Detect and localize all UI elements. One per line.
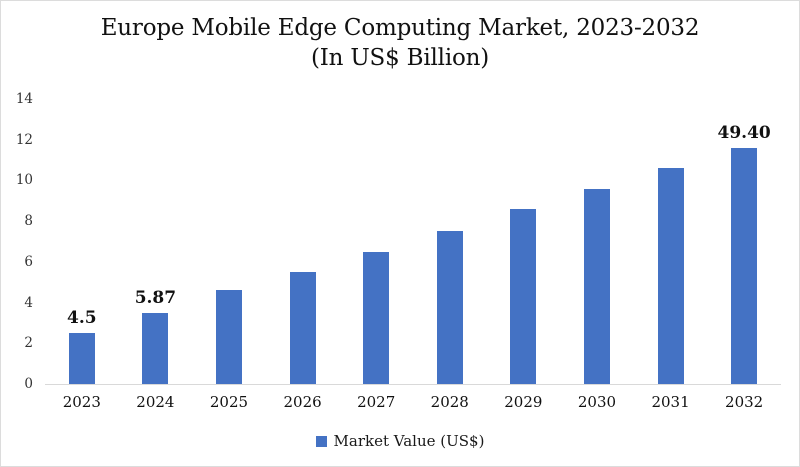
bar-column-2024: 5.87 <box>119 99 193 384</box>
bar-column-2025 <box>192 99 266 384</box>
bar-column-2026 <box>266 99 340 384</box>
bar-2028 <box>436 231 463 384</box>
x-axis-label-2028: 2028 <box>430 393 469 411</box>
bar-column-2031 <box>634 99 708 384</box>
y-axis-tick-8: 8 <box>24 213 33 230</box>
bar-2024 <box>142 312 169 384</box>
y-axis-tick-12: 12 <box>15 131 33 148</box>
bar-2030 <box>583 188 610 384</box>
x-axis-label-2029: 2029 <box>504 393 543 411</box>
legend-label: Market Value (US$) <box>333 432 485 450</box>
chart-title-block: Europe Mobile Edge Computing Market, 202… <box>1 13 799 73</box>
y-axis: 0 2 4 6 8 10 12 14 <box>1 91 39 392</box>
y-axis-tick-4: 4 <box>24 294 33 311</box>
y-axis-tick-6: 6 <box>24 253 33 270</box>
bar-value-label-2032: 49.40 <box>717 122 771 143</box>
y-axis-tick-10: 10 <box>15 172 33 189</box>
bar-2023 <box>68 333 95 384</box>
bar-column-2028 <box>413 99 487 384</box>
x-axis-label-2032: 2032 <box>725 393 764 411</box>
x-axis-label-2027: 2027 <box>357 393 396 411</box>
x-axis-label-2023: 2023 <box>62 393 101 411</box>
x-axis-label-2024: 2024 <box>136 393 175 411</box>
bar-2026 <box>289 272 316 384</box>
x-axis: 2023 2024 2025 2026 2027 2028 2029 2030 2031 2032 <box>45 393 781 411</box>
legend-swatch-icon <box>315 435 327 447</box>
bar-column-2032: 49.40 <box>707 99 781 384</box>
bar-2032 <box>731 147 758 384</box>
bar-column-2029 <box>487 99 561 384</box>
legend: Market Value (US$) <box>1 432 799 450</box>
x-axis-label-2031: 2031 <box>651 393 690 411</box>
x-axis-label-2030: 2030 <box>577 393 617 411</box>
bar-2027 <box>363 251 390 384</box>
chart-subtitle: (In US$ Billion) <box>310 45 490 71</box>
bar-2025 <box>215 290 242 384</box>
x-axis-label-2026: 2026 <box>283 393 322 411</box>
chart-title: Europe Mobile Edge Computing Market, 202… <box>100 15 700 41</box>
bar-column-2027 <box>339 99 413 384</box>
bar-value-label-2023: 4.5 <box>67 308 97 329</box>
bar-value-label-2024: 5.87 <box>134 287 177 308</box>
x-axis-label-2025: 2025 <box>209 393 249 411</box>
bar-column-2030 <box>560 99 634 384</box>
bar-2031 <box>657 168 684 384</box>
y-axis-tick-0: 0 <box>24 376 33 392</box>
bar-2029 <box>510 208 537 384</box>
plot-area: 4.5 5.87 49.40 <box>45 99 781 385</box>
bar-column-2023: 4.5 <box>45 99 119 384</box>
y-axis-tick-2: 2 <box>24 335 33 352</box>
y-axis-tick-14: 14 <box>15 91 33 107</box>
